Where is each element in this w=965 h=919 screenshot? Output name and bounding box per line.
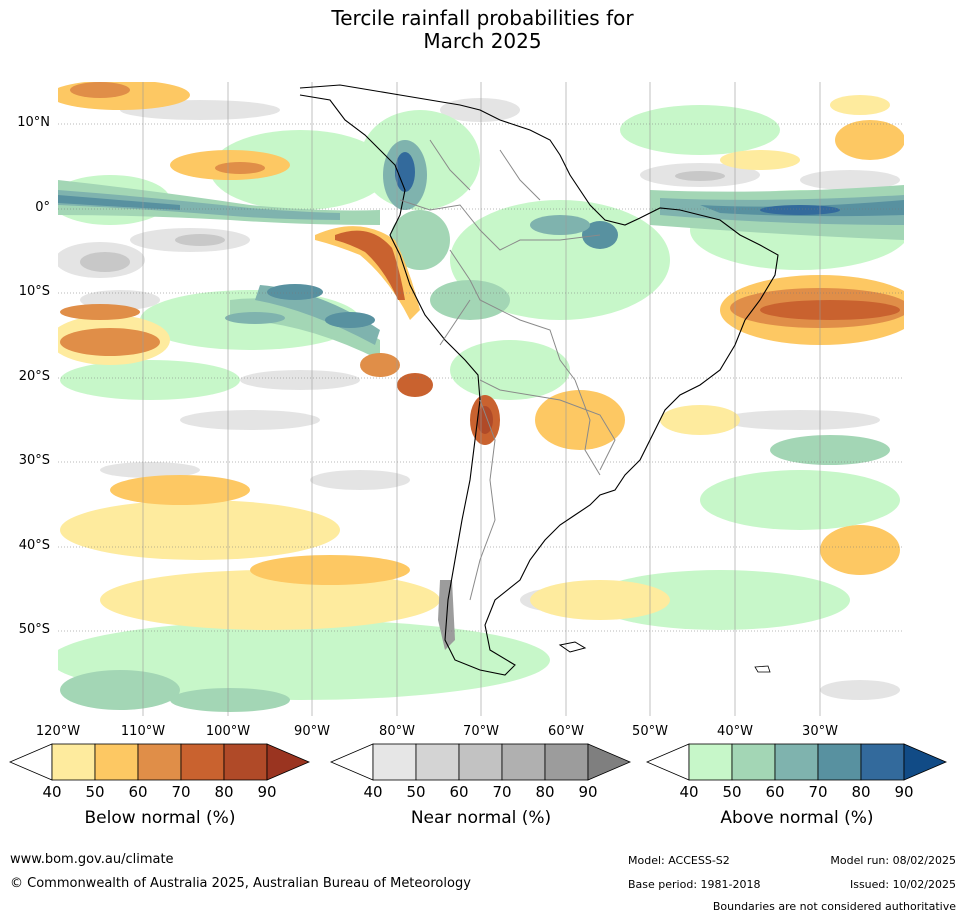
colorbar-tick-label: 70 [171, 783, 191, 801]
footer-disclaimer: Boundaries are not considered authoritat… [712, 900, 956, 913]
colorbar-near-segment [501, 743, 546, 781]
lon-label-30w: 30°W [802, 724, 838, 739]
probability-field [58, 82, 904, 716]
colorbar-tick-label: 40 [42, 783, 62, 801]
lat-label-50s: 50°S [18, 622, 50, 637]
footer-base-period: Base period: 1981-2018 [628, 878, 761, 891]
lon-label-50w: 50°W [632, 724, 668, 739]
lon-label-90w: 90°W [294, 724, 330, 739]
footer-model: Model: ACCESS-S2 [628, 854, 730, 867]
colorbar-below-low-extend [8, 743, 53, 781]
colorbar-tick-label: 50 [722, 783, 742, 801]
above-normal-patches [58, 105, 904, 712]
colorbar-above [645, 743, 948, 781]
south-america-coastline [299, 84, 779, 676]
colorbar-below-segment [223, 743, 268, 781]
colorbar-near-low-extend [329, 743, 374, 781]
colorbar-tick-label: 70 [492, 783, 512, 801]
lat-label-40s: 40°S [18, 538, 50, 553]
footer-copyright: © Commonwealth of Australia 2025, Austra… [10, 876, 471, 891]
colorbar-above-segment [731, 743, 776, 781]
above-normal-label: Above normal (%) [720, 808, 874, 828]
colorbar-below [8, 743, 311, 781]
below-normal-patches [58, 82, 904, 630]
colorbar-below-segment [51, 743, 96, 781]
colorbar-tick-label: 90 [578, 783, 598, 801]
lat-label-20s: 20°S [18, 369, 50, 384]
colorbar-below-segment [137, 743, 182, 781]
colorbar-tick-label: 90 [257, 783, 277, 801]
lon-label-80w: 80°W [379, 724, 415, 739]
footer-model-run: Model run: 08/02/2025 [830, 854, 956, 867]
footer-website: www.bom.gov.au/climate [10, 852, 174, 867]
colorbar-above-low-extend [645, 743, 690, 781]
title-line-1: Tercile rainfall probabilities for [331, 6, 634, 30]
lon-label-60w: 60°W [548, 724, 584, 739]
lon-label-110w: 110°W [120, 724, 166, 739]
lat-label-10s: 10°S [18, 284, 50, 299]
lon-label-40w: 40°W [717, 724, 753, 739]
colorbar-tick-label: 80 [851, 783, 871, 801]
colorbar-near-segment [415, 743, 460, 781]
country-borders [399, 139, 616, 601]
colorbar-tick-label: 90 [894, 783, 914, 801]
colorbar-near-segment [372, 743, 417, 781]
colorbar-above-segment [688, 743, 733, 781]
colorbar-below-segment [180, 743, 225, 781]
colorbar-tick-label: 60 [128, 783, 148, 801]
colorbar-above-high-extend [903, 743, 948, 781]
colorbar-tick-label: 50 [406, 783, 426, 801]
colorbar-near-segment [458, 743, 503, 781]
colorbar-above-segment [774, 743, 819, 781]
colorbar-tick-label: 80 [535, 783, 555, 801]
colorbar-above-segment [860, 743, 905, 781]
lon-label-120w: 120°W [35, 724, 81, 739]
title-line-2: March 2025 [423, 29, 542, 53]
colorbar-tick-label: 50 [85, 783, 105, 801]
near-normal-label: Near normal (%) [410, 808, 552, 828]
colorbar-near [329, 743, 632, 781]
colorbar-tick-label: 40 [679, 783, 699, 801]
colorbar-tick-label: 60 [449, 783, 469, 801]
colorbar-above-segment [817, 743, 862, 781]
colorbar-near-segment [544, 743, 589, 781]
lat-label-30s: 30°S [18, 453, 50, 468]
colorbar-tick-label: 70 [808, 783, 828, 801]
colorbar-near-high-extend [587, 743, 632, 781]
below-normal-label: Below normal (%) [84, 808, 236, 828]
colorbar-below-segment [94, 743, 139, 781]
colorbar-tick-label: 80 [214, 783, 234, 801]
lon-label-70w: 70°W [463, 724, 499, 739]
lon-label-100w: 100°W [205, 724, 251, 739]
pacific-diagonal-bands [225, 284, 380, 360]
colorbars [8, 743, 948, 781]
lat-label-0: 0° [35, 200, 50, 215]
colorbar-tick-label: 40 [363, 783, 383, 801]
colorbar-tick-label: 60 [765, 783, 785, 801]
lat-label-10n: 10°N [17, 115, 50, 130]
colorbar-below-high-extend [266, 743, 311, 781]
footer-issued: Issued: 10/02/2025 [849, 878, 956, 891]
near-normal-patches [58, 98, 900, 700]
